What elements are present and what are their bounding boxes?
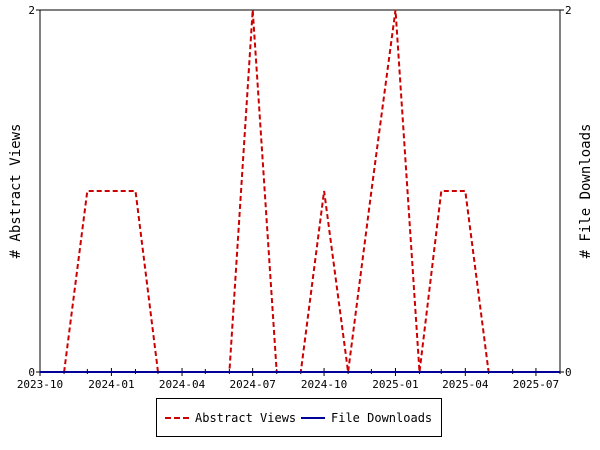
legend-label-abstract-views: Abstract Views <box>195 411 297 425</box>
legend-item-file-downloads: File Downloads <box>301 411 432 425</box>
x-tick-label: 2024-01 <box>88 378 134 391</box>
legend-swatch-file-downloads <box>301 416 325 419</box>
legend: Abstract Views File Downloads <box>156 398 442 437</box>
x-tick-label: 2025-04 <box>442 378 489 391</box>
axis-labels: # Abstract Views # File Downloads <box>8 124 594 259</box>
y-tick-label-right: 0 <box>565 366 572 379</box>
ticks: 2023-10 2024-01 2024-04 2024-07 2024-10 2025-… <box>17 4 572 391</box>
y-axis-left-title: # Abstract Views <box>8 124 24 259</box>
x-tick-label: 2024-10 <box>301 378 347 391</box>
x-tick-label: 2024-04 <box>159 378 206 391</box>
y-axis-right-title: # File Downloads <box>578 124 594 259</box>
x-tick-label: 2025-07 <box>513 378 559 391</box>
y-tick-label-left: 0 <box>28 366 35 379</box>
x-tick-label: 2023-10 <box>17 378 63 391</box>
legend-swatch-abstract-views <box>165 416 189 419</box>
x-tick-label: 2025-01 <box>372 378 418 391</box>
legend-item-abstract-views: Abstract Views <box>165 411 296 425</box>
series-layer <box>40 9 560 373</box>
y-tick-label-right: 2 <box>565 4 572 17</box>
x-tick-label: 2024-07 <box>229 378 275 391</box>
y-tick-label-left: 2 <box>28 4 35 17</box>
legend-label-file-downloads: File Downloads <box>331 411 433 425</box>
